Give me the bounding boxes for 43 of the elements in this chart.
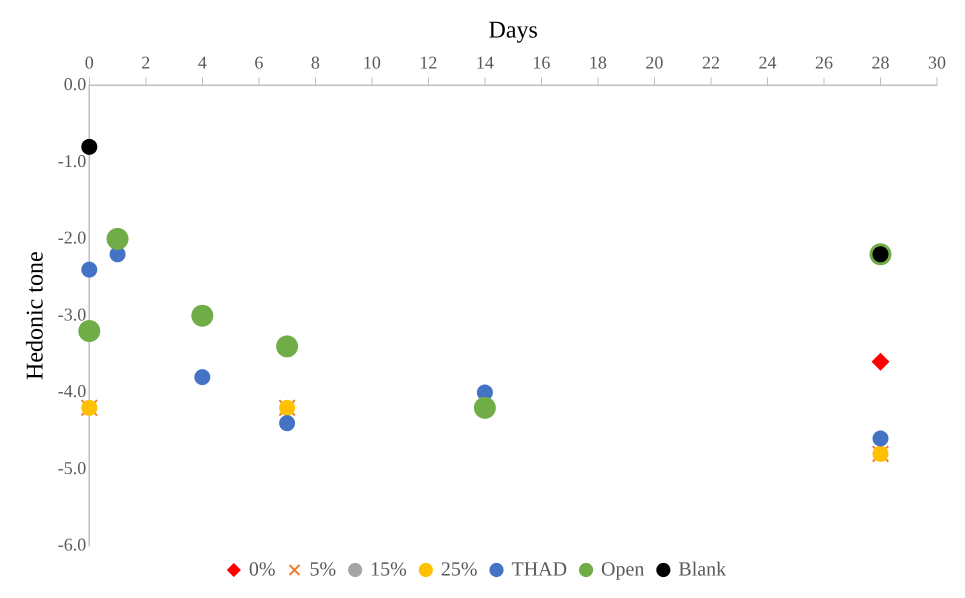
point xyxy=(81,262,98,278)
x-tick-label: 4 xyxy=(198,52,207,72)
legend-label: 5% xyxy=(310,558,336,580)
x-tick-label: 18 xyxy=(588,52,607,72)
point xyxy=(872,430,888,447)
point xyxy=(191,304,214,327)
point xyxy=(474,396,496,419)
x-tick-label: 30 xyxy=(928,52,946,72)
x-tick-label: 20 xyxy=(645,52,664,72)
point xyxy=(871,352,890,371)
x-tick-label: 0 xyxy=(84,52,94,72)
x-tick-label: 22 xyxy=(702,52,720,72)
y-tick-label: -3.0 xyxy=(58,304,86,324)
point xyxy=(78,320,100,342)
x-tick-label: 2 xyxy=(141,52,150,72)
legend-label: 15% xyxy=(370,558,407,580)
x-tick-label: 28 xyxy=(871,52,890,72)
point xyxy=(194,369,210,386)
y-axis-title: Hedonic tone xyxy=(22,251,49,380)
x-tick-label: 8 xyxy=(310,52,320,72)
legend-label: 0% xyxy=(248,558,276,580)
x-tick-label: 24 xyxy=(758,52,776,72)
point xyxy=(279,415,296,432)
x-tick-label: 12 xyxy=(419,52,438,72)
y-tick-label: -1.0 xyxy=(58,150,86,171)
point xyxy=(81,138,98,155)
x-tick-label: 14 xyxy=(476,52,494,72)
x-tick-label: 26 xyxy=(814,52,833,72)
point xyxy=(106,228,129,250)
legend-label: Blank xyxy=(678,558,726,580)
legend-label: 25% xyxy=(440,558,478,580)
x-tick-label: 6 xyxy=(254,52,264,72)
point xyxy=(276,335,298,358)
x-tick-label: 10 xyxy=(362,52,381,72)
legend-label: Open xyxy=(601,558,644,580)
y-tick-label: -2.0 xyxy=(58,228,86,248)
y-tick-label: 0.0 xyxy=(64,74,86,94)
y-tick-label: -6.0 xyxy=(58,534,86,555)
x-axis-title: Days xyxy=(488,18,538,44)
legend-label: THAD xyxy=(512,558,568,580)
y-tick-label: -4.0 xyxy=(58,381,86,402)
y-tick-label: -5.0 xyxy=(58,458,86,478)
x-tick-label: 16 xyxy=(532,52,550,72)
